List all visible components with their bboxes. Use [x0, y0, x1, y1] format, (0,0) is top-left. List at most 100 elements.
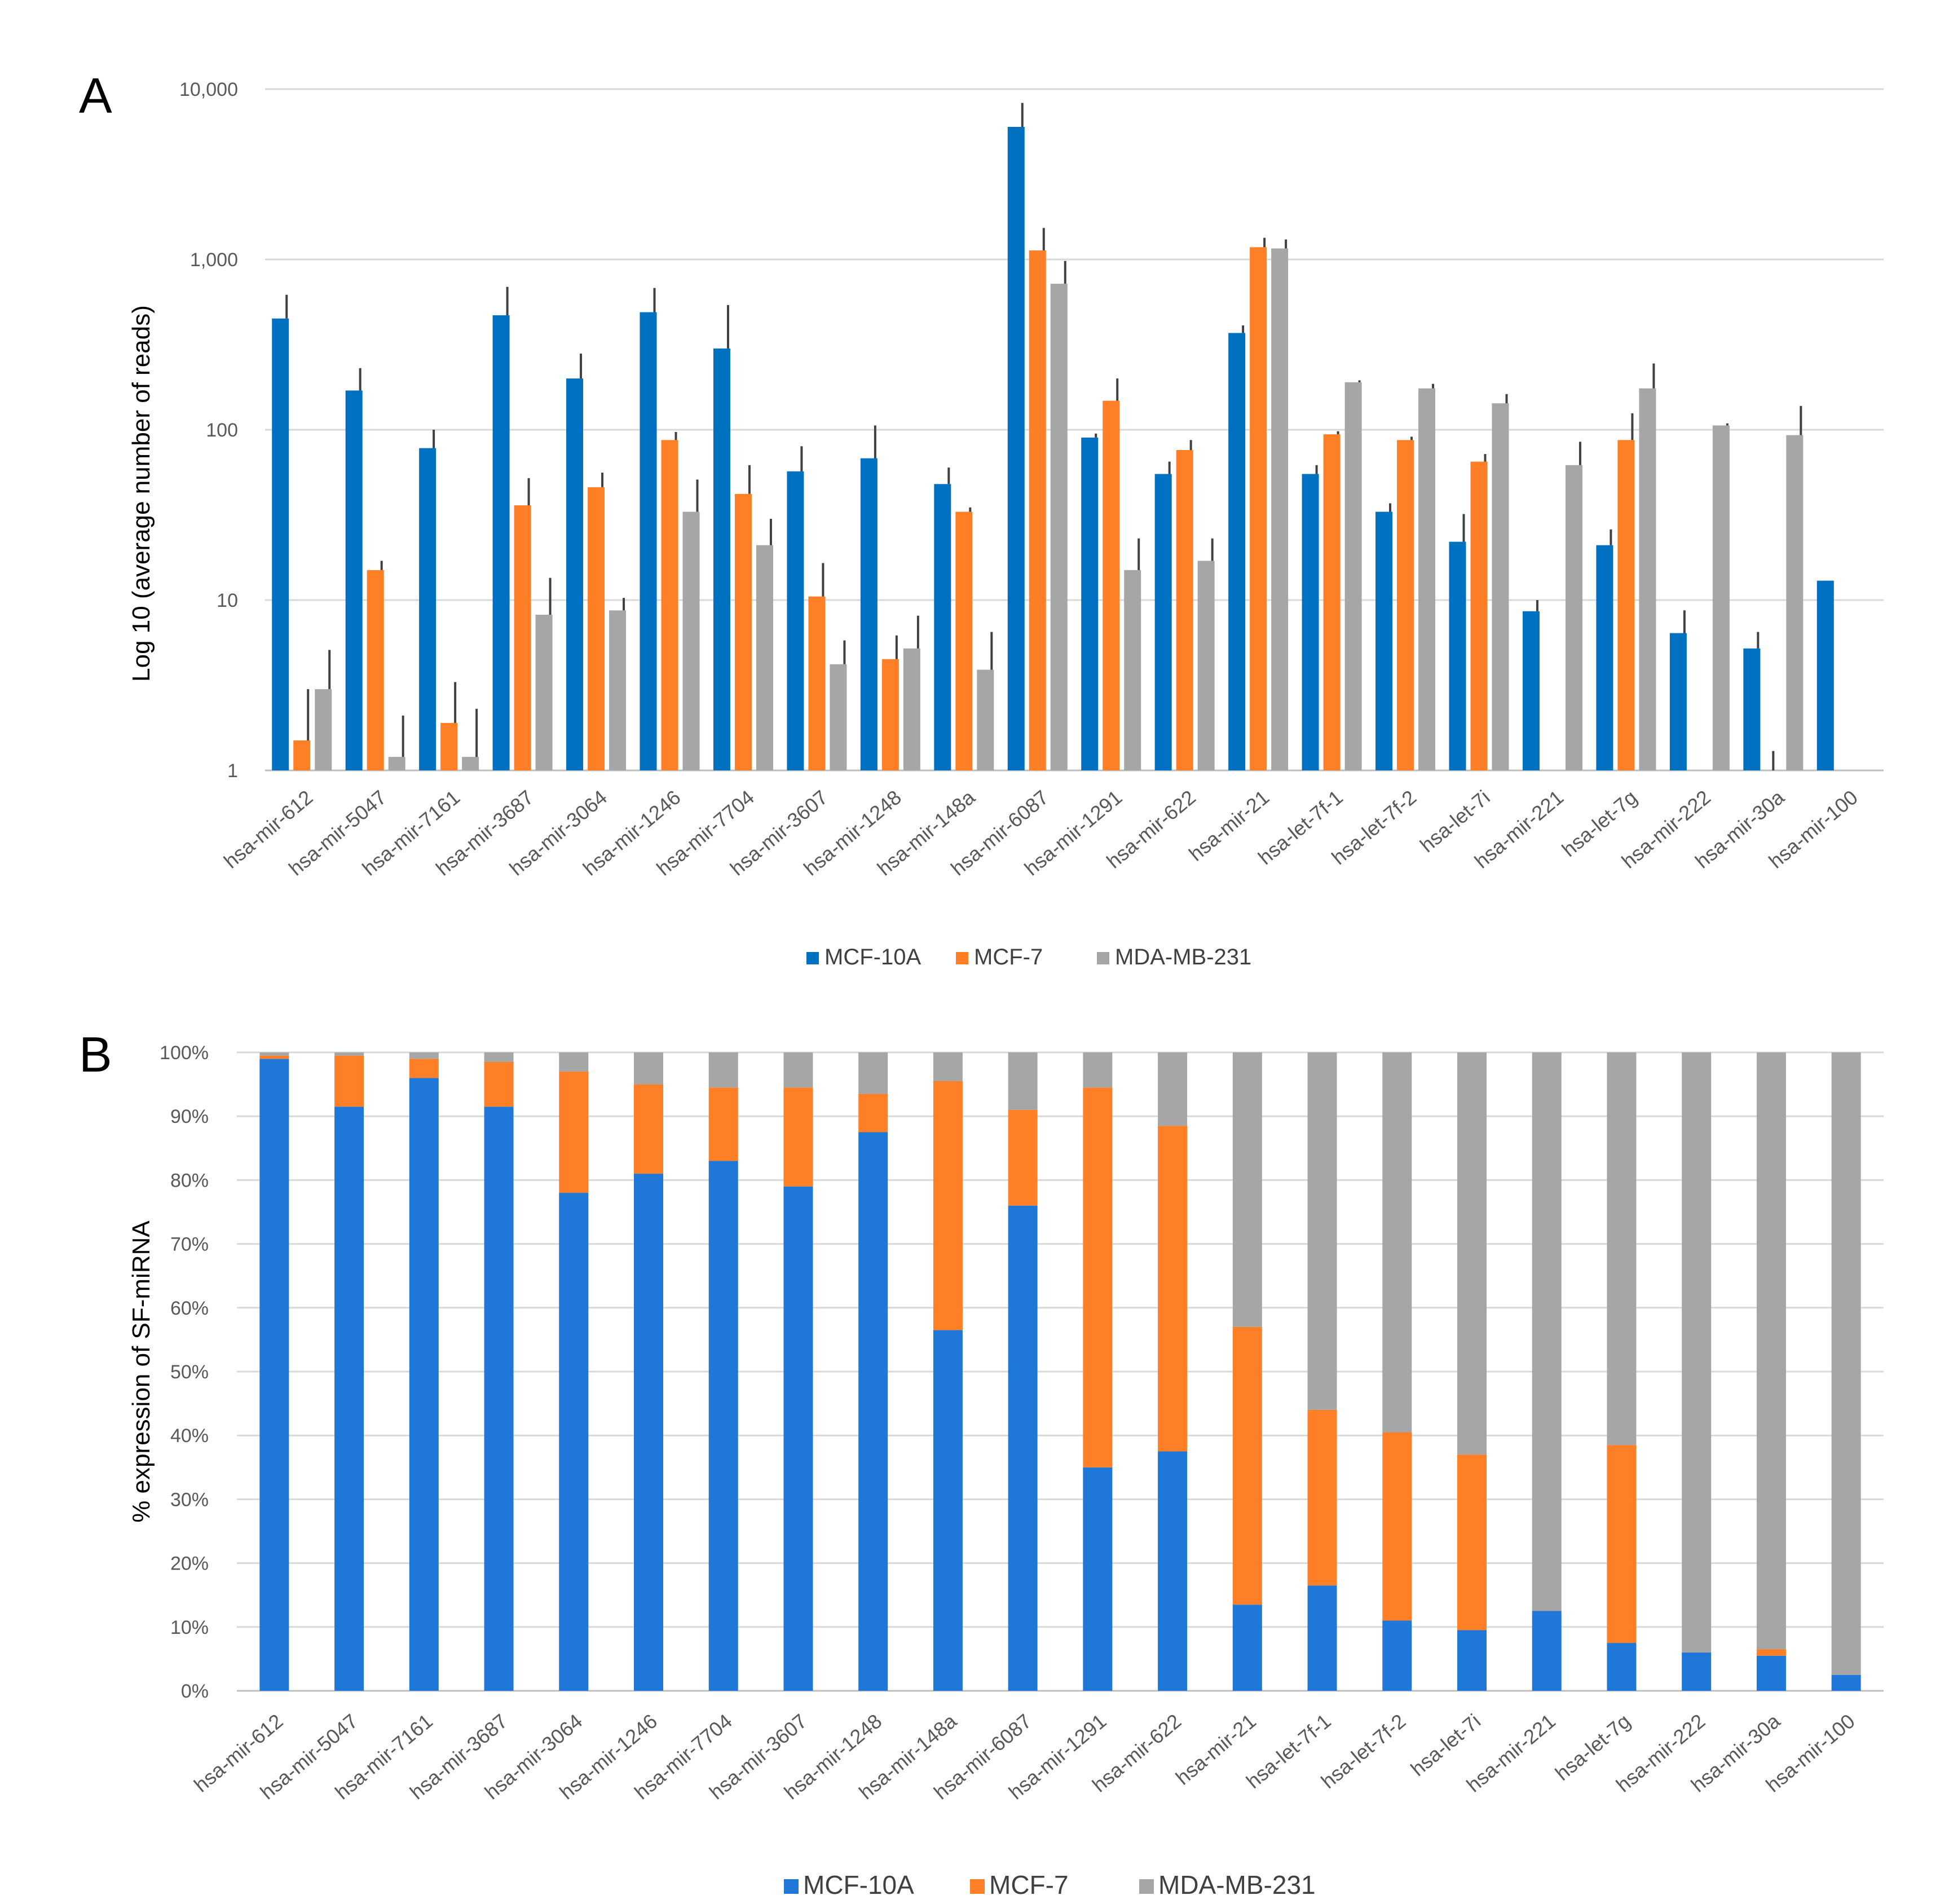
- bar-b-hsa-mir-7704-mcf-10a: [708, 1161, 738, 1691]
- panel-a-gridlines: [265, 88, 1884, 772]
- bar-a-hsa-mir-1291-mda-mb-231: [1124, 570, 1141, 770]
- panel-a-error-bars: [285, 103, 1802, 770]
- bar-b-hsa-mir-1291-mcf-10a: [1083, 1467, 1113, 1691]
- bar-b-hsa-mir-1291-mcf-7: [1083, 1087, 1113, 1467]
- bar-b-hsa-mir-3687-mda-mb-231: [484, 1052, 514, 1062]
- panel-b-y-tick-label: 90%: [170, 1106, 209, 1127]
- bar-a-hsa-mir-7161-mcf-7: [440, 722, 458, 770]
- bar-a-hsa-let-7f-2-mcf-7: [1397, 440, 1414, 770]
- panel-a-label: A: [79, 68, 112, 124]
- panel-b-y-tick-label: 20%: [170, 1553, 209, 1575]
- panel-b-chart: B 0% 10% 20% 30% 40% 50% 60% 70% 80% 90% 100% % ex…: [79, 1026, 1884, 1899]
- panel-b-y-tick-label: 0%: [181, 1681, 209, 1702]
- bar-a-hsa-mir-3064-mcf-10a: [566, 378, 584, 770]
- bar-b-hsa-let-7f-1-mcf-10a: [1307, 1585, 1337, 1691]
- bar-b-hsa-mir-5047-mda-mb-231: [334, 1052, 364, 1056]
- panel-b-y-tick-label: 80%: [170, 1170, 209, 1191]
- bar-b-hsa-mir-622-mcf-7: [1158, 1126, 1188, 1452]
- bar-b-hsa-mir-6087-mcf-7: [1008, 1109, 1038, 1206]
- bar-b-hsa-mir-148a-mda-mb-231: [933, 1052, 963, 1081]
- bar-b-hsa-let-7g-mda-mb-231: [1607, 1052, 1637, 1445]
- bar-a-hsa-mir-6087-mcf-10a: [1007, 126, 1025, 771]
- bar-a-hsa-mir-1291-mcf-10a: [1081, 437, 1099, 770]
- bar-b-hsa-mir-30a-mcf-7: [1756, 1649, 1786, 1656]
- bar-b-hsa-mir-222-mcf-10a: [1682, 1652, 1712, 1691]
- bar-a-hsa-mir-1248-mcf-10a: [860, 458, 878, 770]
- panel-a-legend: MCF-10A MCF-7 MDA-MB-231: [806, 945, 1251, 969]
- bar-b-hsa-mir-21-mcf-7: [1232, 1326, 1262, 1605]
- bar-a-hsa-let-7f-2-mda-mb-231: [1418, 388, 1436, 770]
- bar-a-hsa-mir-6087-mda-mb-231: [1050, 284, 1068, 770]
- bar-a-hsa-mir-612-mda-mb-231: [315, 689, 332, 770]
- bar-b-hsa-mir-6087-mda-mb-231: [1008, 1052, 1038, 1110]
- bar-a-hsa-mir-1248-mda-mb-231: [903, 648, 920, 770]
- bar-a-hsa-mir-6087-mcf-7: [1029, 250, 1046, 770]
- bar-a-hsa-mir-1246-mcf-10a: [640, 312, 657, 770]
- bar-a-hsa-mir-5047-mcf-7: [367, 570, 384, 770]
- bar-a-hsa-mir-148a-mda-mb-231: [977, 669, 994, 770]
- panel-a-y-tick-label: 100: [206, 420, 238, 441]
- bar-b-hsa-mir-30a-mcf-10a: [1756, 1655, 1786, 1691]
- bar-b-hsa-mir-3607-mcf-10a: [783, 1186, 813, 1691]
- bar-a-hsa-let-7i-mcf-10a: [1449, 541, 1466, 770]
- bar-a-hsa-mir-30a-mcf-10a: [1743, 648, 1761, 770]
- bar-b-hsa-let-7f-2-mda-mb-231: [1382, 1052, 1412, 1433]
- bar-a-hsa-mir-622-mcf-10a: [1154, 474, 1172, 770]
- bar-a-hsa-mir-612-mcf-10a: [272, 318, 289, 770]
- bar-a-hsa-mir-1291-mcf-7: [1103, 400, 1120, 770]
- bar-a-hsa-let-7f-1-mda-mb-231: [1344, 382, 1362, 770]
- bar-a-hsa-mir-21-mcf-10a: [1228, 333, 1246, 770]
- bar-a-hsa-mir-7704-mcf-10a: [713, 348, 730, 770]
- panel-a-y-tick-label: 1: [227, 760, 238, 782]
- bar-b-hsa-let-7f-1-mda-mb-231: [1307, 1052, 1337, 1410]
- panel-a-y-axis-label: Log 10 (average number of reads): [127, 305, 155, 682]
- bar-b-hsa-mir-1246-mcf-7: [634, 1084, 663, 1174]
- bar-a-hsa-mir-3687-mda-mb-231: [535, 615, 553, 770]
- panel-b-bars: [259, 1052, 1861, 1691]
- legend-b-label-mcf-7: MCF-7: [989, 1870, 1069, 1899]
- bar-a-hsa-mir-1248-mcf-7: [881, 659, 899, 770]
- panel-b-y-tick-label: 70%: [170, 1234, 209, 1255]
- bar-a-hsa-mir-622-mda-mb-231: [1197, 561, 1215, 770]
- panel-a-y-tick-label: 10,000: [179, 79, 238, 100]
- bar-b-hsa-mir-622-mda-mb-231: [1158, 1052, 1188, 1126]
- bar-b-hsa-mir-7161-mcf-10a: [409, 1078, 439, 1691]
- bar-a-hsa-mir-3607-mcf-7: [808, 596, 826, 770]
- bar-a-hsa-mir-30a-mda-mb-231: [1786, 435, 1804, 770]
- legend-b-label-mda-mb-231: MDA-MB-231: [1158, 1870, 1316, 1899]
- bar-a-hsa-let-7i-mda-mb-231: [1492, 403, 1509, 770]
- panel-b-y-ticks: 0% 10% 20% 30% 40% 50% 60% 70% 80% 90% 100%: [160, 1042, 209, 1702]
- bar-b-hsa-let-7i-mda-mb-231: [1457, 1052, 1487, 1455]
- bar-a-hsa-let-7f-2-mcf-10a: [1375, 512, 1393, 770]
- bar-b-hsa-mir-5047-mcf-7: [334, 1055, 364, 1107]
- legend-b-swatch-mcf-7: [970, 1879, 985, 1894]
- panel-b-y-tick-label: 50%: [170, 1361, 209, 1383]
- bar-a-hsa-mir-100-mcf-10a: [1816, 580, 1834, 770]
- bar-b-hsa-mir-3687-mcf-7: [484, 1061, 514, 1107]
- bar-b-hsa-let-7f-2-mcf-10a: [1382, 1620, 1412, 1691]
- panel-b-y-tick-label: 100%: [160, 1042, 209, 1064]
- bar-b-hsa-mir-1248-mda-mb-231: [858, 1052, 888, 1094]
- bar-a-hsa-mir-7161-mda-mb-231: [462, 757, 479, 770]
- bar-a-hsa-let-7f-1-mcf-10a: [1302, 474, 1319, 770]
- panel-b-y-tick-label: 30%: [170, 1489, 209, 1510]
- bar-b-hsa-let-7i-mcf-7: [1457, 1455, 1487, 1630]
- bar-a-hsa-mir-5047-mcf-10a: [345, 390, 363, 770]
- bar-b-hsa-mir-1246-mcf-10a: [634, 1174, 663, 1691]
- bar-b-hsa-mir-7161-mda-mb-231: [409, 1052, 439, 1059]
- bar-b-hsa-mir-622-mcf-10a: [1158, 1451, 1188, 1691]
- panel-b-y-tick-label: 60%: [170, 1298, 209, 1319]
- bar-b-hsa-mir-21-mcf-10a: [1232, 1605, 1262, 1691]
- bar-b-hsa-mir-148a-mcf-10a: [933, 1330, 963, 1691]
- legend-a-swatch-mcf-7: [956, 952, 968, 964]
- panel-a-chart: A 1 10 100 1,000 10,000 Log 10 (average numb…: [79, 68, 1884, 969]
- bar-b-hsa-mir-30a-mda-mb-231: [1756, 1052, 1786, 1650]
- bar-b-hsa-mir-3607-mda-mb-231: [783, 1052, 813, 1088]
- legend-a-swatch-mda-mb-231: [1097, 952, 1109, 964]
- bar-a-hsa-mir-21-mcf-7: [1250, 247, 1267, 770]
- bar-b-hsa-let-7f-1-mcf-7: [1307, 1409, 1337, 1586]
- bar-a-hsa-mir-7704-mcf-7: [734, 493, 752, 770]
- bar-b-hsa-mir-221-mcf-10a: [1532, 1611, 1562, 1691]
- bar-b-hsa-mir-612-mda-mb-231: [259, 1052, 289, 1056]
- bar-a-hsa-mir-1246-mda-mb-231: [682, 512, 700, 770]
